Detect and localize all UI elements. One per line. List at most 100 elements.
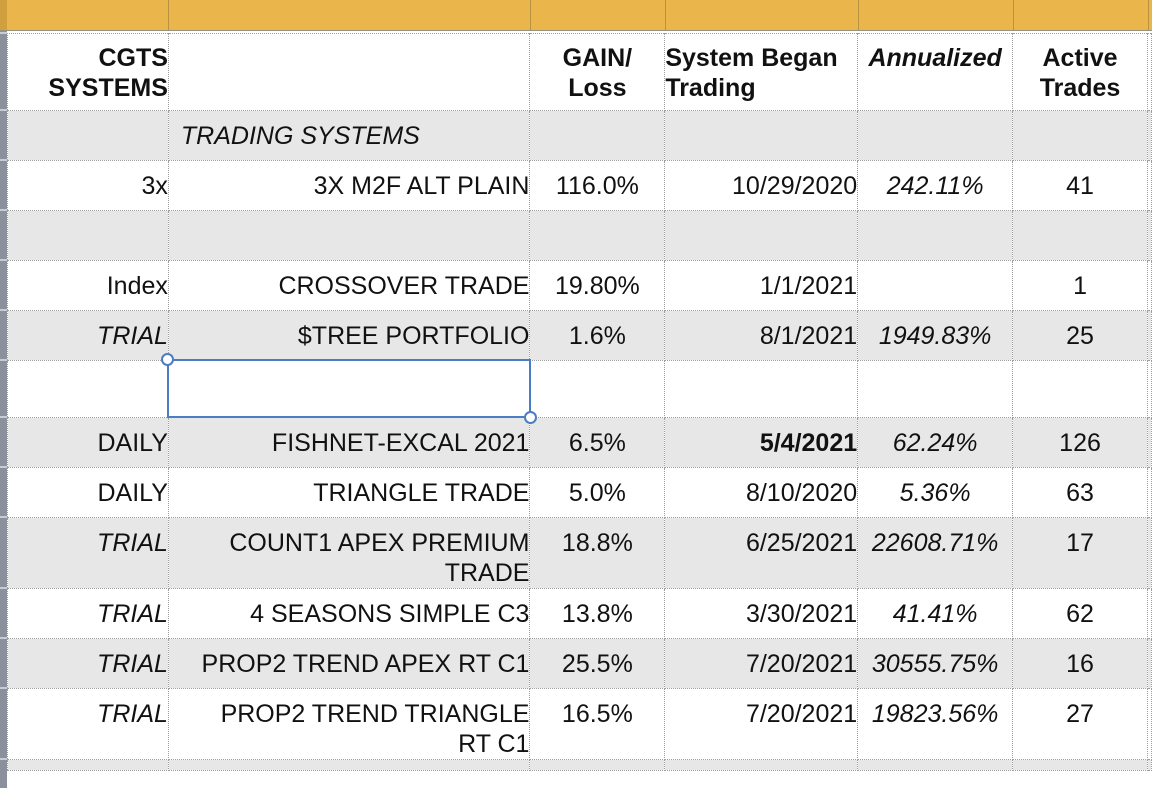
cell-system-name[interactable]: 3X M2F ALT PLAIN xyxy=(168,160,531,211)
cell-active-trades[interactable]: 17 xyxy=(1012,517,1148,589)
cell-began-trading[interactable] xyxy=(664,759,859,771)
cell-annualized[interactable]: 19823.56% xyxy=(857,688,1014,760)
header-cell-active-trades[interactable]: Active Trades xyxy=(1012,33,1148,111)
cell-edge-sliver[interactable] xyxy=(1147,110,1152,161)
cell-edge-sliver[interactable] xyxy=(1147,638,1152,689)
cell-began-trading[interactable]: 7/20/2021 xyxy=(664,688,859,760)
selection-handle-bottom-right[interactable] xyxy=(524,411,537,424)
cell-system-name[interactable] xyxy=(168,759,531,771)
cell-gain-loss[interactable]: 13.8% xyxy=(529,588,666,639)
cell-began-trading[interactable]: 10/29/2020 xyxy=(664,160,859,211)
cell-system-label[interactable] xyxy=(7,360,169,418)
cell-gain-loss[interactable]: 25.5% xyxy=(529,638,666,689)
cell-system-name[interactable]: FISHNET-EXCAL 2021 xyxy=(168,417,531,468)
header-cell-cgts-systems[interactable]: CGTS SYSTEMS xyxy=(7,33,169,111)
header-cell-annualized[interactable]: Annualized xyxy=(857,33,1014,111)
cell-edge-sliver[interactable] xyxy=(1147,210,1152,261)
cell-began-trading[interactable]: 8/1/2021 xyxy=(664,310,859,361)
cell-gain-loss[interactable]: 1.6% xyxy=(529,310,666,361)
column-header-band[interactable] xyxy=(0,0,1152,31)
cell-system-name[interactable] xyxy=(168,360,531,418)
cell-gain-loss[interactable]: 16.5% xyxy=(529,688,666,760)
cell-edge-sliver[interactable] xyxy=(1147,160,1152,211)
cell-edge-sliver[interactable] xyxy=(1147,759,1152,771)
cell-annualized[interactable]: 41.41% xyxy=(857,588,1014,639)
cell-active-trades[interactable]: 25 xyxy=(1012,310,1148,361)
cell-active-trades[interactable] xyxy=(1012,759,1148,771)
cell-system-name[interactable]: CROSSOVER TRADE xyxy=(168,260,531,311)
cell-annualized[interactable]: 242.11% xyxy=(857,160,1014,211)
cell-active-trades[interactable]: 63 xyxy=(1012,467,1148,518)
cell-system-label[interactable]: TRIAL xyxy=(7,638,169,689)
cell-edge-sliver[interactable] xyxy=(1147,260,1152,311)
cell-active-trades[interactable]: 1 xyxy=(1012,260,1148,311)
cell-edge-sliver[interactable] xyxy=(1147,417,1152,468)
header-cell-blank[interactable] xyxy=(168,33,531,111)
cell-began-trading[interactable]: 1/1/2021 xyxy=(664,260,859,311)
cell-system-name[interactable]: PROP2 TREND TRIANGLE RT C1 xyxy=(168,688,531,760)
cell-active-trades[interactable]: 16 xyxy=(1012,638,1148,689)
cell-annualized[interactable] xyxy=(857,210,1014,261)
cell-edge-sliver[interactable] xyxy=(1147,588,1152,639)
cell-annualized[interactable]: 30555.75% xyxy=(857,638,1014,689)
cell-began-trading[interactable] xyxy=(664,360,859,418)
header-cell-system-began[interactable]: System Began Trading xyxy=(664,33,859,111)
cell-system-label[interactable]: TRIAL xyxy=(7,688,169,760)
cell-annualized[interactable] xyxy=(857,360,1014,418)
cell-gain-loss[interactable]: 5.0% xyxy=(529,467,666,518)
cell-system-name[interactable]: TRIANGLE TRADE xyxy=(168,467,531,518)
cell-active-trades[interactable] xyxy=(1012,360,1148,418)
cell-system-label[interactable]: DAILY xyxy=(7,467,169,518)
cell-system-label[interactable]: DAILY xyxy=(7,417,169,468)
cell-gain-loss[interactable]: 6.5% xyxy=(529,417,666,468)
cell-gain-loss[interactable] xyxy=(529,110,666,161)
cell-annualized[interactable]: 22608.71% xyxy=(857,517,1014,589)
cell-system-label[interactable] xyxy=(7,759,169,771)
cell-gain-loss[interactable] xyxy=(529,759,666,771)
cell-gain-loss[interactable]: 18.8% xyxy=(529,517,666,589)
selection-handle-top-left[interactable] xyxy=(161,353,174,366)
cell-annualized[interactable]: 62.24% xyxy=(857,417,1014,468)
cell-began-trading[interactable]: 3/30/2021 xyxy=(664,588,859,639)
cell-gain-loss[interactable]: 19.80% xyxy=(529,260,666,311)
cell-system-name[interactable]: $TREE PORTFOLIO xyxy=(168,310,531,361)
cell-active-trades[interactable]: 27 xyxy=(1012,688,1148,760)
cell-system-label[interactable]: Index xyxy=(7,260,169,311)
cell-active-trades[interactable]: 126 xyxy=(1012,417,1148,468)
cell-began-trading[interactable] xyxy=(664,110,859,161)
cell-edge-sliver[interactable] xyxy=(1147,517,1152,589)
cell-began-trading[interactable] xyxy=(664,210,859,261)
cell-began-trading[interactable]: 7/20/2021 xyxy=(664,638,859,689)
cell-edge-sliver[interactable] xyxy=(1147,310,1152,361)
cell-gain-loss[interactable] xyxy=(529,210,666,261)
cell-edge-sliver[interactable] xyxy=(1147,467,1152,518)
cell-annualized[interactable] xyxy=(857,759,1014,771)
cell-system-name[interactable]: 4 SEASONS SIMPLE C3 xyxy=(168,588,531,639)
cell-system-label[interactable] xyxy=(7,210,169,261)
cell-edge-sliver[interactable] xyxy=(1147,360,1152,418)
cell-annualized[interactable]: 1949.83% xyxy=(857,310,1014,361)
cell-system-name[interactable]: TRADING SYSTEMS xyxy=(168,110,531,161)
cell-system-label[interactable]: TRIAL xyxy=(7,588,169,639)
cell-active-trades[interactable]: 62 xyxy=(1012,588,1148,639)
cell-edge-sliver[interactable] xyxy=(1147,688,1152,760)
cell-system-label[interactable]: TRIAL xyxy=(7,310,169,361)
cell-annualized[interactable] xyxy=(857,260,1014,311)
cell-active-trades[interactable] xyxy=(1012,110,1148,161)
cell-gain-loss[interactable]: 116.0% xyxy=(529,160,666,211)
cell-began-trading[interactable]: 6/25/2021 xyxy=(664,517,859,589)
cell-annualized[interactable]: 5.36% xyxy=(857,467,1014,518)
cell-annualized[interactable] xyxy=(857,110,1014,161)
cell-began-trading[interactable]: 5/4/2021 xyxy=(664,417,859,468)
cell-system-label[interactable]: 3x xyxy=(7,160,169,211)
cell-system-label[interactable] xyxy=(7,110,169,161)
cell-active-trades[interactable]: 41 xyxy=(1012,160,1148,211)
cell-system-label[interactable]: TRIAL xyxy=(7,517,169,589)
cell-system-name[interactable]: PROP2 TREND APEX RT C1 xyxy=(168,638,531,689)
cell-system-name[interactable] xyxy=(168,210,531,261)
cell-system-name[interactable]: COUNT1 APEX PREMIUM TRADE xyxy=(168,517,531,589)
cell-active-trades[interactable] xyxy=(1012,210,1148,261)
cell-gain-loss[interactable] xyxy=(529,360,666,418)
header-cell-gain-loss[interactable]: GAIN/ Loss xyxy=(529,33,666,111)
cell-began-trading[interactable]: 8/10/2020 xyxy=(664,467,859,518)
